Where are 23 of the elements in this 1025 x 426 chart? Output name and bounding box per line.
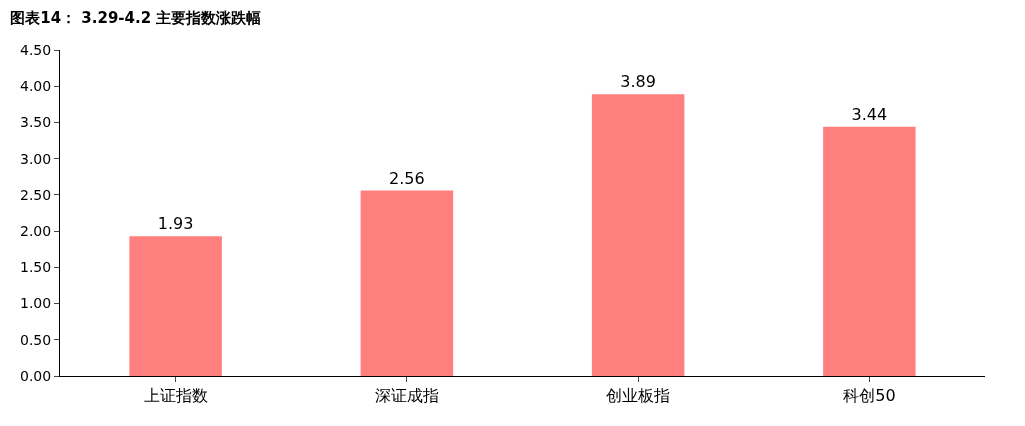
bar bbox=[360, 190, 454, 376]
x-tick-label: 科创50 bbox=[843, 386, 896, 406]
y-tick-label: 0.50 bbox=[20, 331, 52, 348]
x-tick-label: 上证指数 bbox=[143, 386, 208, 406]
x-tick-label: 深证成指 bbox=[374, 386, 439, 406]
x-tick-label: 创业板指 bbox=[606, 386, 671, 406]
y-tick-label: 2.00 bbox=[20, 223, 52, 240]
data-label: 1.93 bbox=[157, 214, 194, 234]
bar bbox=[129, 236, 222, 376]
bar bbox=[823, 126, 916, 376]
data-label: 2.56 bbox=[389, 168, 425, 188]
y-tick-label: 2.50 bbox=[20, 186, 52, 203]
y-tick-label: 4.00 bbox=[20, 78, 52, 95]
data-label: 3.44 bbox=[851, 104, 888, 124]
data-label: 3.89 bbox=[620, 72, 656, 92]
chart-title: 图表14： 3.29-4.2 主要指数涨跌幅 bbox=[10, 9, 262, 28]
bar bbox=[591, 94, 685, 376]
y-tick-label: 3.50 bbox=[20, 114, 52, 131]
y-tick-label: 3.00 bbox=[20, 150, 52, 167]
y-tick-label: 1.00 bbox=[20, 295, 52, 312]
y-tick-label: 1.50 bbox=[20, 259, 52, 276]
y-tick-label: 0.00 bbox=[20, 367, 52, 384]
y-tick-label: 4.50 bbox=[20, 41, 52, 58]
